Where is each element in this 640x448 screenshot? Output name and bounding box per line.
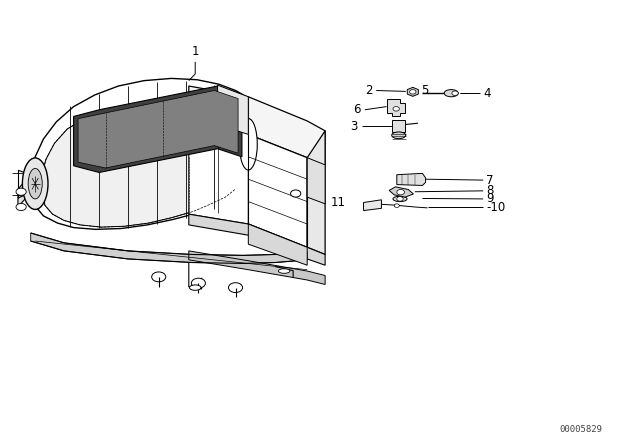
Ellipse shape [228,283,243,293]
Polygon shape [248,134,307,247]
Circle shape [397,197,403,201]
Polygon shape [397,173,426,185]
Text: 9: 9 [486,192,494,206]
Polygon shape [18,175,31,207]
Text: 11: 11 [331,196,346,209]
Polygon shape [78,90,238,168]
Text: -10: -10 [486,201,506,215]
Polygon shape [31,78,248,229]
Text: 8: 8 [486,184,494,198]
Text: 3: 3 [349,120,357,133]
Ellipse shape [393,196,407,202]
Circle shape [291,190,301,197]
Ellipse shape [452,91,458,95]
Polygon shape [389,187,413,197]
Polygon shape [387,99,405,116]
Text: 2: 2 [365,84,372,97]
Text: 6: 6 [353,103,360,116]
Polygon shape [189,86,325,165]
Text: 1: 1 [191,45,199,58]
Circle shape [410,90,416,94]
Text: 5: 5 [421,84,429,97]
Polygon shape [31,233,307,263]
Ellipse shape [22,158,48,210]
Polygon shape [189,214,325,265]
Circle shape [397,190,404,195]
Polygon shape [218,85,248,134]
Ellipse shape [152,272,166,282]
Ellipse shape [239,118,257,170]
Ellipse shape [189,285,201,290]
Ellipse shape [444,90,458,97]
Circle shape [16,188,26,195]
Polygon shape [42,105,236,227]
Polygon shape [307,131,325,254]
Text: 00005829: 00005829 [559,425,603,434]
Polygon shape [189,251,325,284]
Polygon shape [364,200,381,211]
Polygon shape [74,86,242,172]
Ellipse shape [278,269,290,273]
Circle shape [394,204,399,207]
Text: 4: 4 [483,86,491,100]
Ellipse shape [191,278,205,288]
Circle shape [393,107,399,111]
Polygon shape [392,120,405,132]
Ellipse shape [28,168,42,199]
Polygon shape [248,224,307,265]
Polygon shape [307,158,325,204]
Polygon shape [407,87,419,96]
Text: 7: 7 [486,173,494,187]
Polygon shape [189,125,248,224]
Ellipse shape [392,132,406,139]
Circle shape [16,203,26,211]
